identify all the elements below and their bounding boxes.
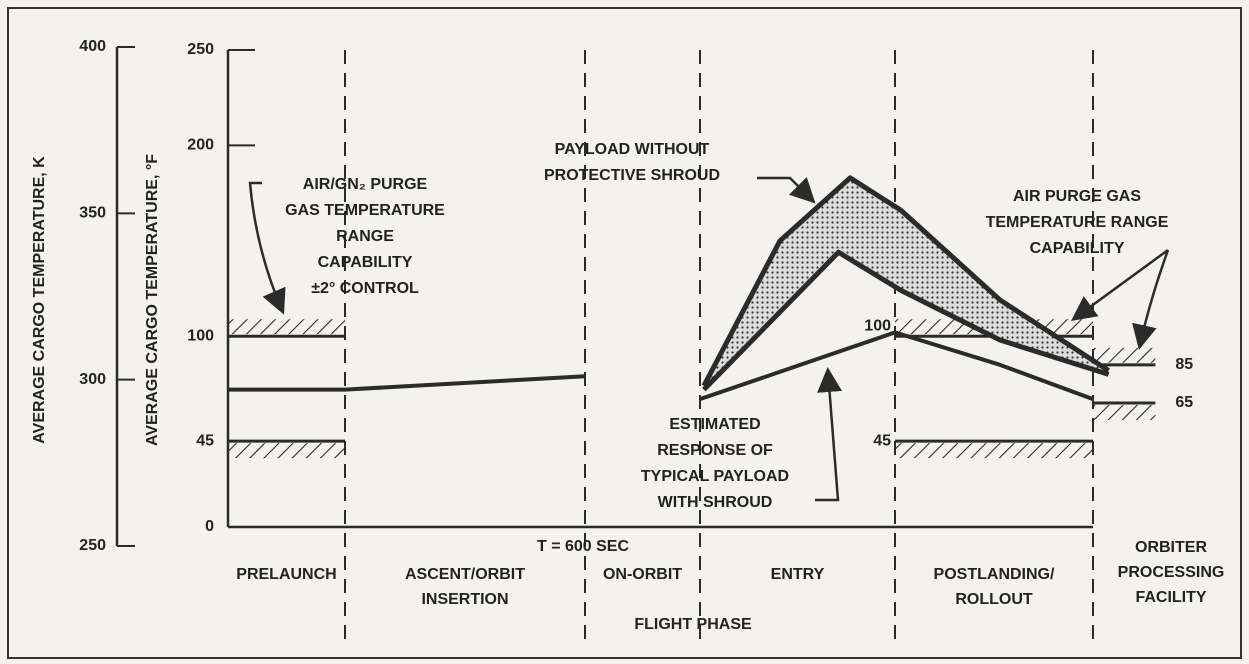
x-tick-label: ORBITER <box>1135 539 1207 556</box>
arrow <box>815 367 843 502</box>
arrow <box>757 176 816 204</box>
y2-tick-label: 300 <box>79 371 106 388</box>
arrow <box>1070 248 1169 321</box>
arrow <box>1132 249 1170 350</box>
band-edge <box>702 249 1110 392</box>
annotation: CAPABILITY <box>1030 240 1125 257</box>
line <box>699 330 1094 402</box>
range-hatch <box>1093 347 1156 363</box>
band-edge <box>701 175 1110 387</box>
annotation: TEMPERATURE RANGE <box>986 214 1169 231</box>
annotation: RESPONSE OF <box>657 442 773 459</box>
y-tick-label: 100 <box>187 327 214 344</box>
y-tick-label: 45 <box>196 432 214 449</box>
annotation: ±2° CONTROL <box>311 280 419 297</box>
arrow <box>248 181 286 315</box>
y2-axis-label: AVERAGE CARGO TEMPERATURE, K <box>31 156 48 444</box>
y-tick-label: 0 <box>205 518 214 535</box>
annotation: RANGE <box>336 228 394 245</box>
y2-tick-label: 400 <box>79 38 106 55</box>
range-hatch <box>228 443 345 459</box>
annotation-arrows <box>248 176 1170 502</box>
line <box>228 374 586 392</box>
y-tick-label: 250 <box>187 41 214 58</box>
x-tick-label: FACILITY <box>1135 589 1206 606</box>
x-tick-label: ASCENT/ORBIT <box>405 566 525 583</box>
annotation: TYPICAL PAYLOAD <box>641 468 789 485</box>
annotation: AIR PURGE GAS <box>1013 188 1141 205</box>
x-tick-label: ROLLOUT <box>955 591 1033 608</box>
annotation: AIR/GN₂ PURGE <box>303 176 428 193</box>
x-tick-label: ON-ORBIT <box>603 566 682 583</box>
x-tick-label: PRELAUNCH <box>236 566 336 583</box>
annotation: CAPABILITY <box>318 254 413 271</box>
annotation: ESTIMATED <box>669 416 760 433</box>
range-hatch <box>895 443 1093 459</box>
band-area <box>703 177 1109 390</box>
y2-tick-label: 250 <box>79 537 106 554</box>
x-tick-label: PROCESSING <box>1118 564 1225 581</box>
frame <box>7 7 1242 659</box>
range-label: 85 <box>1175 356 1193 373</box>
annotation: GAS TEMPERATURE <box>285 202 445 219</box>
annotation: PAYLOAD WITHOUT <box>555 141 710 158</box>
y-axis-label: AVERAGE CARGO TEMPERATURE, °F <box>144 154 161 446</box>
range-label: 100 <box>864 317 891 334</box>
y-tick-label: 200 <box>187 137 214 154</box>
range-label: 65 <box>1175 394 1193 411</box>
x-tick-label: POSTLANDING/ <box>934 566 1055 583</box>
annotation: T = 600 SEC <box>537 538 629 555</box>
annotation: WITH SHROUD <box>658 494 773 511</box>
x-tick-label: INSERTION <box>421 591 508 608</box>
range-hatch <box>228 319 345 335</box>
range-hatch <box>1093 404 1156 420</box>
annotation: PROTECTIVE SHROUD <box>544 167 720 184</box>
y2-tick-label: 350 <box>79 205 106 222</box>
range-label: 45 <box>873 432 891 449</box>
x-axis-label: FLIGHT PHASE <box>634 616 752 633</box>
x-tick-label: ENTRY <box>771 566 825 583</box>
